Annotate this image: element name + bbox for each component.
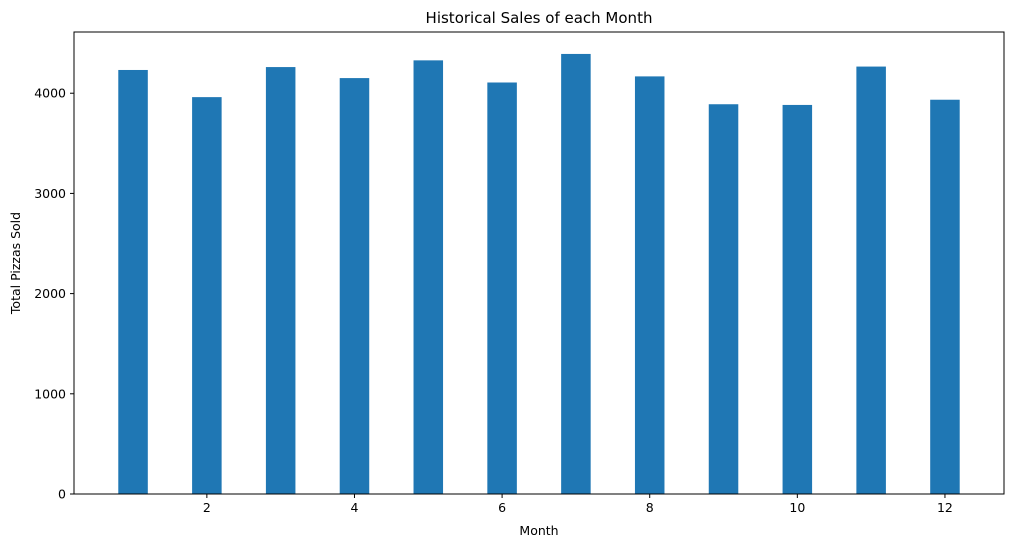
bar-month-6 <box>487 82 517 494</box>
x-tick-label: 12 <box>937 500 953 515</box>
bar-month-12 <box>930 99 960 495</box>
x-tick-label: 4 <box>350 500 358 515</box>
y-axis-ticks: 0 1000 2000 3000 4000 <box>34 86 74 502</box>
y-tick-label: 1000 <box>34 386 66 401</box>
bar-month-5 <box>413 60 444 495</box>
x-tick-label: 2 <box>203 500 211 515</box>
bar-month-3 <box>265 67 296 495</box>
y-axis-label: Total Pizzas Sold <box>8 212 23 315</box>
chart-title: Historical Sales of each Month <box>426 9 653 27</box>
y-tick-label: 2000 <box>34 286 66 301</box>
y-tick-label: 4000 <box>34 86 66 101</box>
bar-month-1 <box>118 69 148 495</box>
bars-group <box>118 53 960 495</box>
bar-month-10 <box>782 104 813 495</box>
bar-month-8 <box>634 76 665 494</box>
bar-month-2 <box>192 97 222 495</box>
bar-month-9 <box>708 104 739 495</box>
y-tick-label: 0 <box>58 487 66 502</box>
x-tick-label: 6 <box>498 500 506 515</box>
y-tick-label: 3000 <box>34 186 66 201</box>
bar-month-4 <box>339 78 370 494</box>
bar-month-11 <box>856 66 886 495</box>
plot-area-frame <box>73 31 1005 495</box>
x-tick-label: 8 <box>646 500 654 515</box>
x-axis-ticks: 2 4 6 8 10 12 <box>203 494 953 515</box>
x-tick-label: 10 <box>789 500 805 515</box>
bar-month-7 <box>561 53 591 494</box>
x-axis-label: Month <box>519 523 558 538</box>
